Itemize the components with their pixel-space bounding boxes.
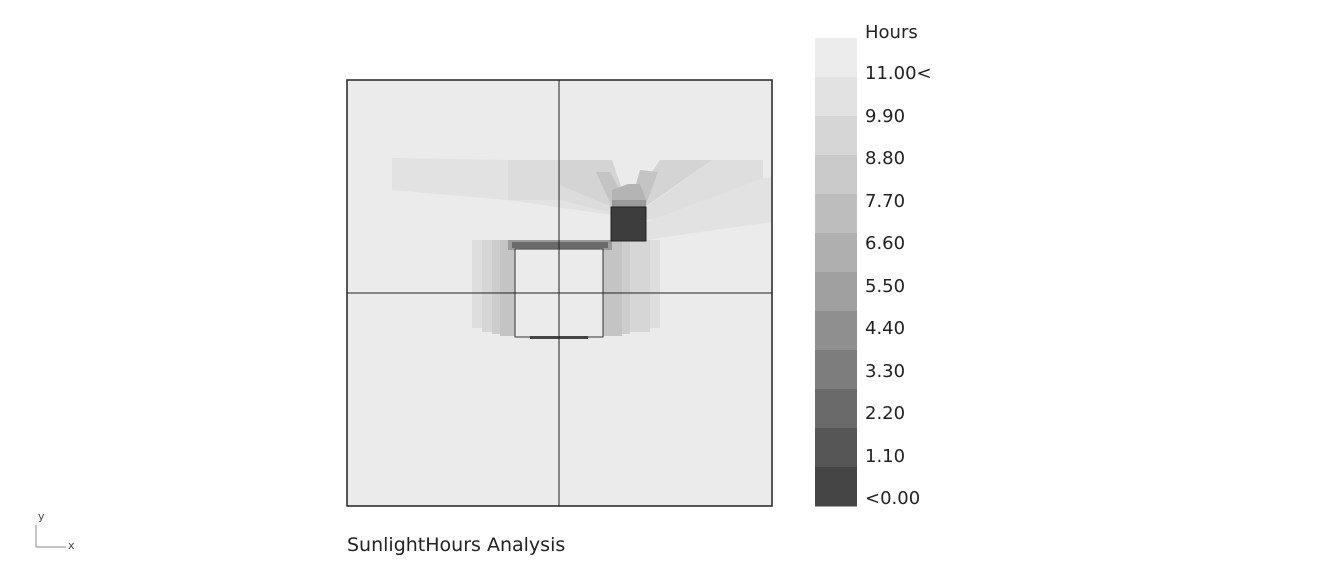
legend-swatch (815, 272, 857, 312)
ground-grid (346, 79, 773, 507)
legend-label: 8.80 (865, 148, 906, 169)
legend-swatch (815, 428, 857, 468)
legend-swatch (815, 350, 857, 390)
legend-swatch (815, 467, 857, 507)
analysis-caption: SunlightHours Analysis (347, 534, 566, 556)
legend-label: 7.70 (865, 190, 906, 212)
legend-label: 5.50 (865, 275, 906, 297)
legend-label: 3.30 (865, 360, 906, 382)
legend-label: 6.60 (865, 233, 906, 254)
legend-swatch (815, 38, 857, 78)
legend-title: Hours (865, 22, 918, 43)
legend-swatch (815, 194, 857, 234)
legend-swatch (815, 116, 857, 156)
axis-x-label: x (68, 539, 75, 552)
legend-label: 4.40 (865, 318, 906, 339)
legend-swatch (815, 311, 857, 351)
legend-label: 11.00< (865, 63, 932, 84)
legend-swatch (815, 389, 857, 429)
legend-label: 2.20 (865, 403, 906, 424)
legend-swatch (815, 77, 857, 117)
axis-gizmo (35, 525, 66, 548)
tall-building (610, 206, 647, 242)
legend-label: <0.00 (865, 488, 921, 509)
legend-swatch (815, 233, 857, 273)
shadow-fan-small-block (392, 158, 772, 240)
legend-label: 1.10 (865, 445, 906, 467)
legend-color-bar (815, 38, 857, 507)
axis-y-label: y (38, 510, 45, 523)
legend-label: 9.90 (865, 105, 906, 127)
legend-swatch (815, 155, 857, 195)
